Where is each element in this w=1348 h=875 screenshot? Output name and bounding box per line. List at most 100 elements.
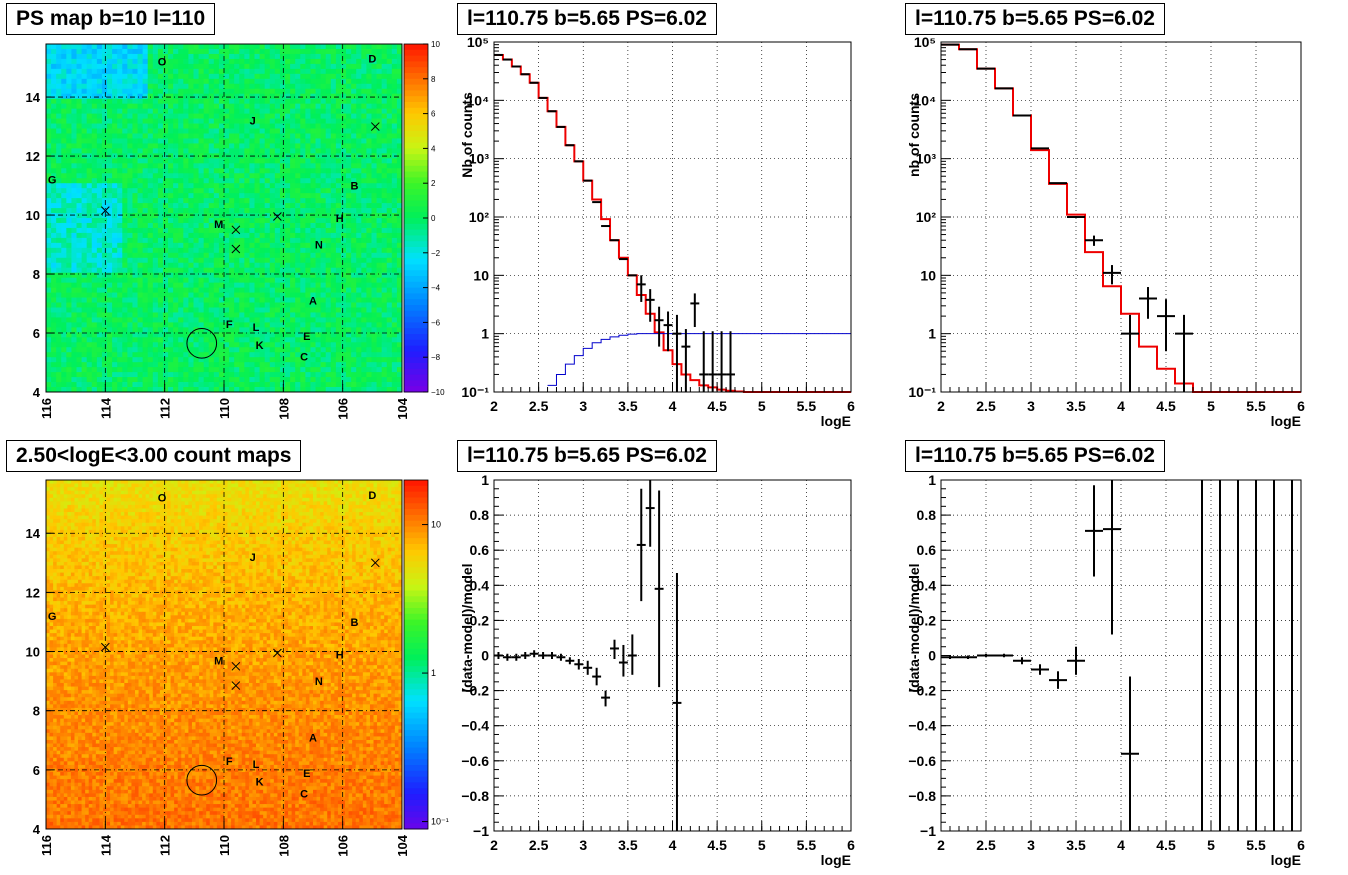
heatmap-cell	[279, 322, 286, 328]
heatmap-cell	[340, 68, 347, 75]
heatmap-cell	[376, 83, 383, 90]
heatmap-cell	[234, 108, 240, 114]
heatmap-cell	[325, 357, 332, 363]
heatmap-cell	[285, 337, 291, 343]
heatmap-cell	[391, 292, 398, 298]
heatmap-cell	[335, 347, 342, 353]
heatmap-cell	[91, 173, 98, 179]
heatmap-cell	[198, 68, 205, 75]
heatmap-cell	[137, 203, 144, 209]
heatmap-cell	[361, 247, 367, 254]
heatmap-cell	[46, 262, 52, 269]
heatmap-cell	[386, 372, 393, 378]
heatmap-cell	[117, 98, 123, 105]
heatmap-cell	[46, 367, 52, 373]
heatmap-cell	[259, 317, 266, 323]
heatmap-cell	[269, 237, 276, 244]
heatmap-cell	[320, 63, 327, 70]
heatmap-cell	[396, 242, 403, 249]
heatmap-cell	[396, 113, 403, 119]
heatmap-cell	[152, 73, 159, 80]
heatmap-cell	[147, 357, 154, 363]
heatmap-cell	[259, 163, 266, 169]
heatmap-cell	[218, 287, 225, 293]
heatmap-cell	[188, 312, 194, 318]
heatmap-cell	[107, 372, 113, 378]
heatmap-cell	[107, 83, 113, 90]
heatmap-cell	[366, 342, 372, 348]
heatmap-cell	[381, 267, 388, 274]
heatmap-cell	[340, 357, 347, 363]
heatmap-cell	[112, 183, 118, 189]
heatmap-cell	[76, 138, 82, 144]
heatmap-cell	[213, 322, 220, 328]
heatmap-cell	[305, 362, 311, 368]
heatmap-cell	[157, 128, 164, 134]
color-bar-cell	[404, 247, 428, 254]
heatmap-cell	[107, 237, 113, 244]
heatmap-cell	[81, 352, 88, 358]
heatmap-cell	[340, 178, 347, 184]
heatmap-cell	[239, 158, 245, 164]
heatmap-cell	[234, 203, 240, 209]
heatmap-cell	[76, 168, 82, 174]
heatmap-cell	[198, 58, 205, 65]
heatmap-cell	[61, 148, 67, 154]
heatmap-cell	[290, 133, 296, 139]
heatmap-cell	[366, 178, 372, 184]
heatmap-cell	[224, 93, 230, 100]
heatmap-cell	[127, 322, 133, 328]
heatmap-cell	[254, 332, 260, 338]
heatmap-cell	[71, 377, 77, 383]
heatmap-cell	[249, 158, 255, 164]
heatmap-cell	[183, 83, 189, 90]
heatmap-cell	[274, 227, 281, 234]
heatmap-cell	[147, 247, 154, 254]
heatmap-cell	[371, 362, 377, 368]
heatmap-cell	[51, 93, 57, 100]
heatmap-cell	[320, 347, 327, 353]
heatmap-cell	[224, 367, 230, 373]
heatmap-cell	[366, 63, 372, 70]
heatmap-cell	[244, 387, 250, 393]
y-tick-label: 6	[33, 326, 40, 341]
heatmap-cell	[244, 347, 250, 353]
heatmap-cell	[300, 367, 306, 373]
heatmap-cell	[305, 173, 311, 179]
heatmap-cell	[356, 98, 362, 105]
heatmap-cell	[183, 68, 189, 75]
heatmap-cell	[61, 128, 67, 134]
heatmap-cell	[81, 222, 88, 229]
heatmap-cell	[264, 73, 271, 80]
heatmap-cell	[315, 93, 322, 100]
heatmap-cell	[91, 377, 98, 383]
heatmap-cell	[46, 173, 52, 179]
heatmap-cell	[295, 292, 301, 298]
heatmap-cell	[66, 347, 72, 353]
heatmap-cell	[152, 377, 159, 383]
heatmap-cell	[152, 163, 159, 169]
heatmap-cell	[203, 193, 210, 199]
heatmap-cell	[107, 307, 113, 313]
heatmap-cell	[381, 178, 388, 184]
heatmap-cell	[117, 282, 123, 288]
heatmap-cell	[61, 193, 67, 199]
heatmap-cell	[173, 327, 179, 333]
heatmap-cell	[112, 93, 118, 100]
heatmap-cell	[101, 252, 108, 259]
heatmap-cell	[340, 44, 347, 50]
heatmap-cell	[203, 267, 210, 274]
heatmap-cell	[112, 352, 118, 358]
heatmap-cell	[71, 203, 77, 209]
heatmap-cell	[396, 287, 403, 293]
heatmap-cell	[107, 123, 113, 129]
heatmap-cell	[264, 292, 271, 298]
heatmap-cell	[239, 113, 245, 119]
heatmap-cell	[71, 267, 77, 274]
heatmap-cell	[142, 277, 149, 284]
heatmap-cell	[218, 252, 225, 259]
heatmap-cell	[107, 208, 113, 214]
heatmap-cell	[259, 98, 266, 105]
heatmap-cell	[188, 357, 194, 363]
heatmap-cell	[203, 232, 210, 239]
